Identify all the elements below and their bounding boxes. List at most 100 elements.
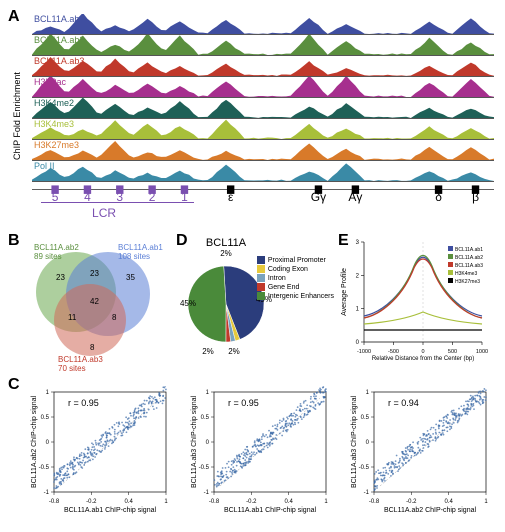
legend-item: Intergenic Enhancers <box>257 292 334 300</box>
scatter-plot: r = 0.95-0.8-0.20.41-1-0.500.51BCL11A.ab… <box>188 386 338 516</box>
svg-text:500: 500 <box>448 349 457 355</box>
svg-text:1: 1 <box>356 307 360 313</box>
venn-diagram: 23 35 8 23 11 8 42 BCL11A.ab2 89 sites B… <box>8 232 168 372</box>
svg-text:BCL11A.ab3 ChIP-chip signal: BCL11A.ab3 ChIP-chip signal <box>351 396 358 489</box>
svg-text:1: 1 <box>484 499 488 505</box>
svg-text:0.5: 0.5 <box>361 415 370 421</box>
svg-text:H3K4me3: H3K4me3 <box>455 271 477 277</box>
svg-text:-0.5: -0.5 <box>359 465 370 471</box>
svg-text:Average Profile: Average Profile <box>341 268 348 316</box>
panel-c-label: C <box>8 376 20 394</box>
svg-text:H3K27me3: H3K27me3 <box>455 279 480 285</box>
row-bde: B 23 35 8 23 11 8 42 BCL11A.ab2 89 sites… <box>8 232 497 372</box>
svg-text:BCL11A: BCL11A <box>206 237 247 249</box>
track-row: H3K4me3 <box>32 119 494 140</box>
svg-text:-1000: -1000 <box>357 349 371 355</box>
svg-text:BCL11A.ab2 ChIP-chip signal: BCL11A.ab2 ChIP-chip signal <box>384 507 477 514</box>
pie-chart: BCL11A 2% 45% 2% 2% 49% <box>176 232 334 372</box>
svg-text:2%: 2% <box>228 347 240 356</box>
svg-text:-0.8: -0.8 <box>369 499 380 505</box>
svg-text:BCL11A.ab1: BCL11A.ab1 <box>118 243 163 252</box>
legend-item: Gene End <box>257 283 334 291</box>
svg-text:8: 8 <box>112 313 117 322</box>
svg-text:42: 42 <box>90 297 99 306</box>
svg-text:0: 0 <box>421 349 424 355</box>
panel-a: A ChIP Fold Enrichment BCL11A.ab1BCL11A.… <box>8 8 497 226</box>
svg-text:0.5: 0.5 <box>41 415 50 421</box>
svg-text:BCL11A.ab3 ChIP-chip signal: BCL11A.ab3 ChIP-chip signal <box>191 396 198 489</box>
panel-d-label: D <box>176 232 188 250</box>
tracks-container: ChIP Fold Enrichment BCL11A.ab1BCL11A.ab… <box>32 14 494 218</box>
pie-legend: Proximal PromoterCoding ExonIntronGene E… <box>257 256 334 301</box>
svg-text:11: 11 <box>68 313 77 322</box>
track-row: BCL11A.ab2 <box>32 35 494 56</box>
gene-label: Gγ <box>311 190 326 204</box>
svg-text:0.4: 0.4 <box>124 499 133 505</box>
svg-text:r = 0.95: r = 0.95 <box>228 398 259 408</box>
svg-text:BCL11A.ab2 ChIP-chip signal: BCL11A.ab2 ChIP-chip signal <box>31 396 38 489</box>
svg-text:-1: -1 <box>44 490 50 496</box>
svg-text:-500: -500 <box>388 349 399 355</box>
svg-text:89 sites: 89 sites <box>34 252 62 261</box>
track-row: H3K27me3 <box>32 140 494 161</box>
svg-text:0.4: 0.4 <box>444 499 453 505</box>
panel-a-yaxis: ChIP Fold Enrichment <box>12 72 22 160</box>
svg-text:-1: -1 <box>204 490 210 496</box>
track-row: BCL11A.ab1 <box>32 14 494 35</box>
svg-text:23: 23 <box>90 269 99 278</box>
svg-text:1: 1 <box>366 390 370 396</box>
svg-text:1: 1 <box>324 499 328 505</box>
svg-text:-0.2: -0.2 <box>246 499 257 505</box>
svg-text:BCL11A.ab3: BCL11A.ab3 <box>455 263 483 269</box>
svg-text:-0.8: -0.8 <box>209 499 220 505</box>
panel-b: B 23 35 8 23 11 8 42 BCL11A.ab2 89 sites… <box>8 232 168 372</box>
gene-axis: 54321εGγAγδβ LCR <box>32 184 494 218</box>
svg-text:BCL11A.ab1 ChIP-chip signal: BCL11A.ab1 ChIP-chip signal <box>64 507 157 514</box>
svg-text:8: 8 <box>90 343 95 352</box>
svg-text:35: 35 <box>126 273 135 282</box>
track-row: BCL11A.ab3 <box>32 56 494 77</box>
track-row: Pol II <box>32 161 494 182</box>
panel-e-label: E <box>338 232 349 250</box>
scatter-plot: r = 0.94 -0.8 -0.2 0.4 1 -1 -0.5 0 0.5 1 BCL11A.ab… <box>348 386 498 516</box>
svg-text:0.4: 0.4 <box>284 499 293 505</box>
svg-text:BCL11A.ab3: BCL11A.ab3 <box>58 355 103 364</box>
svg-text:1: 1 <box>46 390 50 396</box>
svg-text:0: 0 <box>46 440 50 446</box>
svg-text:108 sites: 108 sites <box>118 252 150 261</box>
legend-item: Intron <box>257 274 334 282</box>
svg-text:1: 1 <box>206 390 210 396</box>
svg-text:-0.8: -0.8 <box>49 499 60 505</box>
svg-text:3: 3 <box>356 240 360 246</box>
svg-text:-1: -1 <box>364 490 370 496</box>
svg-text:0: 0 <box>356 340 360 346</box>
panel-b-label: B <box>8 232 20 250</box>
svg-text:1000: 1000 <box>476 349 488 355</box>
svg-text:-0.5: -0.5 <box>39 465 50 471</box>
gene-label: β <box>472 190 479 204</box>
gene-label: δ <box>435 190 442 204</box>
legend-item: Coding Exon <box>257 265 334 273</box>
panel-a-label: A <box>8 8 20 26</box>
svg-text:2%: 2% <box>220 249 232 258</box>
svg-text:23: 23 <box>56 273 65 282</box>
track-row: H3K9ac <box>32 77 494 98</box>
svg-text:BCL11A.ab2: BCL11A.ab2 <box>34 243 79 252</box>
scatter-plot: r = 0.95 -0.8 -0.2 0.4 1 -1 -0.5 0 0.5 1 BCL11A.ab… <box>28 386 178 516</box>
svg-text:2%: 2% <box>202 347 214 356</box>
svg-text:r = 0.94: r = 0.94 <box>388 398 419 408</box>
lcr-label: LCR <box>92 206 116 220</box>
svg-text:BCL11A.ab2: BCL11A.ab2 <box>455 255 483 261</box>
svg-text:2: 2 <box>356 273 360 279</box>
svg-text:-0.2: -0.2 <box>86 499 97 505</box>
track-row: H3K4me2 <box>32 98 494 119</box>
svg-text:0.5: 0.5 <box>201 415 210 421</box>
svg-text:0: 0 <box>366 440 370 446</box>
profile-chart: 0 1 2 3 -1000 -500 0 500 1000 Average Profile R… <box>338 232 498 372</box>
svg-text:Relative Distance from the Cen: Relative Distance from the Center (bp) <box>372 356 474 362</box>
svg-text:BCL11A.ab1: BCL11A.ab1 <box>455 247 483 253</box>
svg-text:-0.2: -0.2 <box>406 499 417 505</box>
svg-text:1: 1 <box>164 499 168 505</box>
svg-text:r = 0.95: r = 0.95 <box>68 398 99 408</box>
legend-item: Proximal Promoter <box>257 256 334 264</box>
